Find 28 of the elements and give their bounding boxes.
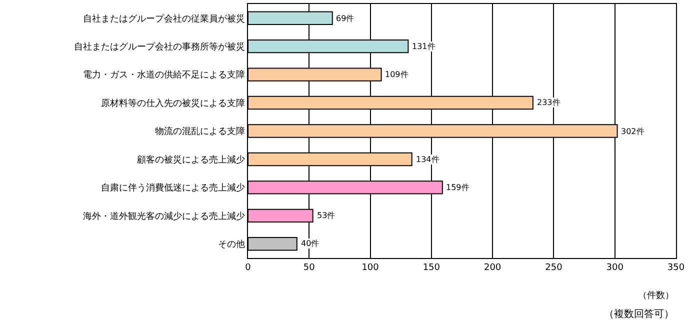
data-label: 233件 bbox=[537, 98, 560, 107]
x-tick-label: 100 bbox=[362, 262, 380, 273]
x-tick-label: 50 bbox=[303, 262, 316, 273]
x-tick-label: 200 bbox=[484, 262, 502, 273]
data-label: 134件 bbox=[416, 155, 440, 164]
data-label: 131件 bbox=[412, 42, 436, 51]
x-tick-label: 150 bbox=[422, 262, 440, 273]
data-label: 40件 bbox=[301, 239, 320, 248]
y-tick-label: その他 bbox=[218, 239, 246, 250]
y-tick-label: 原材料等の仕入先の被災による支障 bbox=[101, 98, 246, 109]
y-tick-label: 自粛に伴う消費低迷による売上減少 bbox=[101, 182, 246, 194]
data-label: 302件 bbox=[621, 127, 644, 136]
x-tick-label: 250 bbox=[545, 262, 563, 273]
x-tick-label: 0 bbox=[245, 262, 252, 273]
y-tick-label: 自社またはグループ会社の従業員が被災 bbox=[83, 13, 246, 24]
data-label: 109件 bbox=[385, 70, 408, 79]
data-label: 53件 bbox=[317, 211, 336, 220]
x-tick-label: 300 bbox=[606, 262, 624, 273]
y-tick-label: 海外・道外観光客の減少による売上減少 bbox=[83, 210, 246, 222]
y-tick-label: 自社またはグループ会社の事務所等が被災 bbox=[74, 41, 246, 52]
x-tick-label: 350 bbox=[667, 262, 685, 273]
y-tick-label: 顧客の被災による売上減少 bbox=[137, 154, 246, 166]
data-label: 159件 bbox=[446, 183, 470, 192]
y-tick-label: 電力・ガス・水道の供給不足による支障 bbox=[83, 70, 246, 81]
text: （複数回答可） bbox=[604, 308, 674, 320]
x-axis-title: （件数） bbox=[638, 290, 674, 301]
data-label: 69件 bbox=[336, 14, 354, 23]
y-tick-label: 物流の混乱による支障 bbox=[155, 126, 246, 138]
